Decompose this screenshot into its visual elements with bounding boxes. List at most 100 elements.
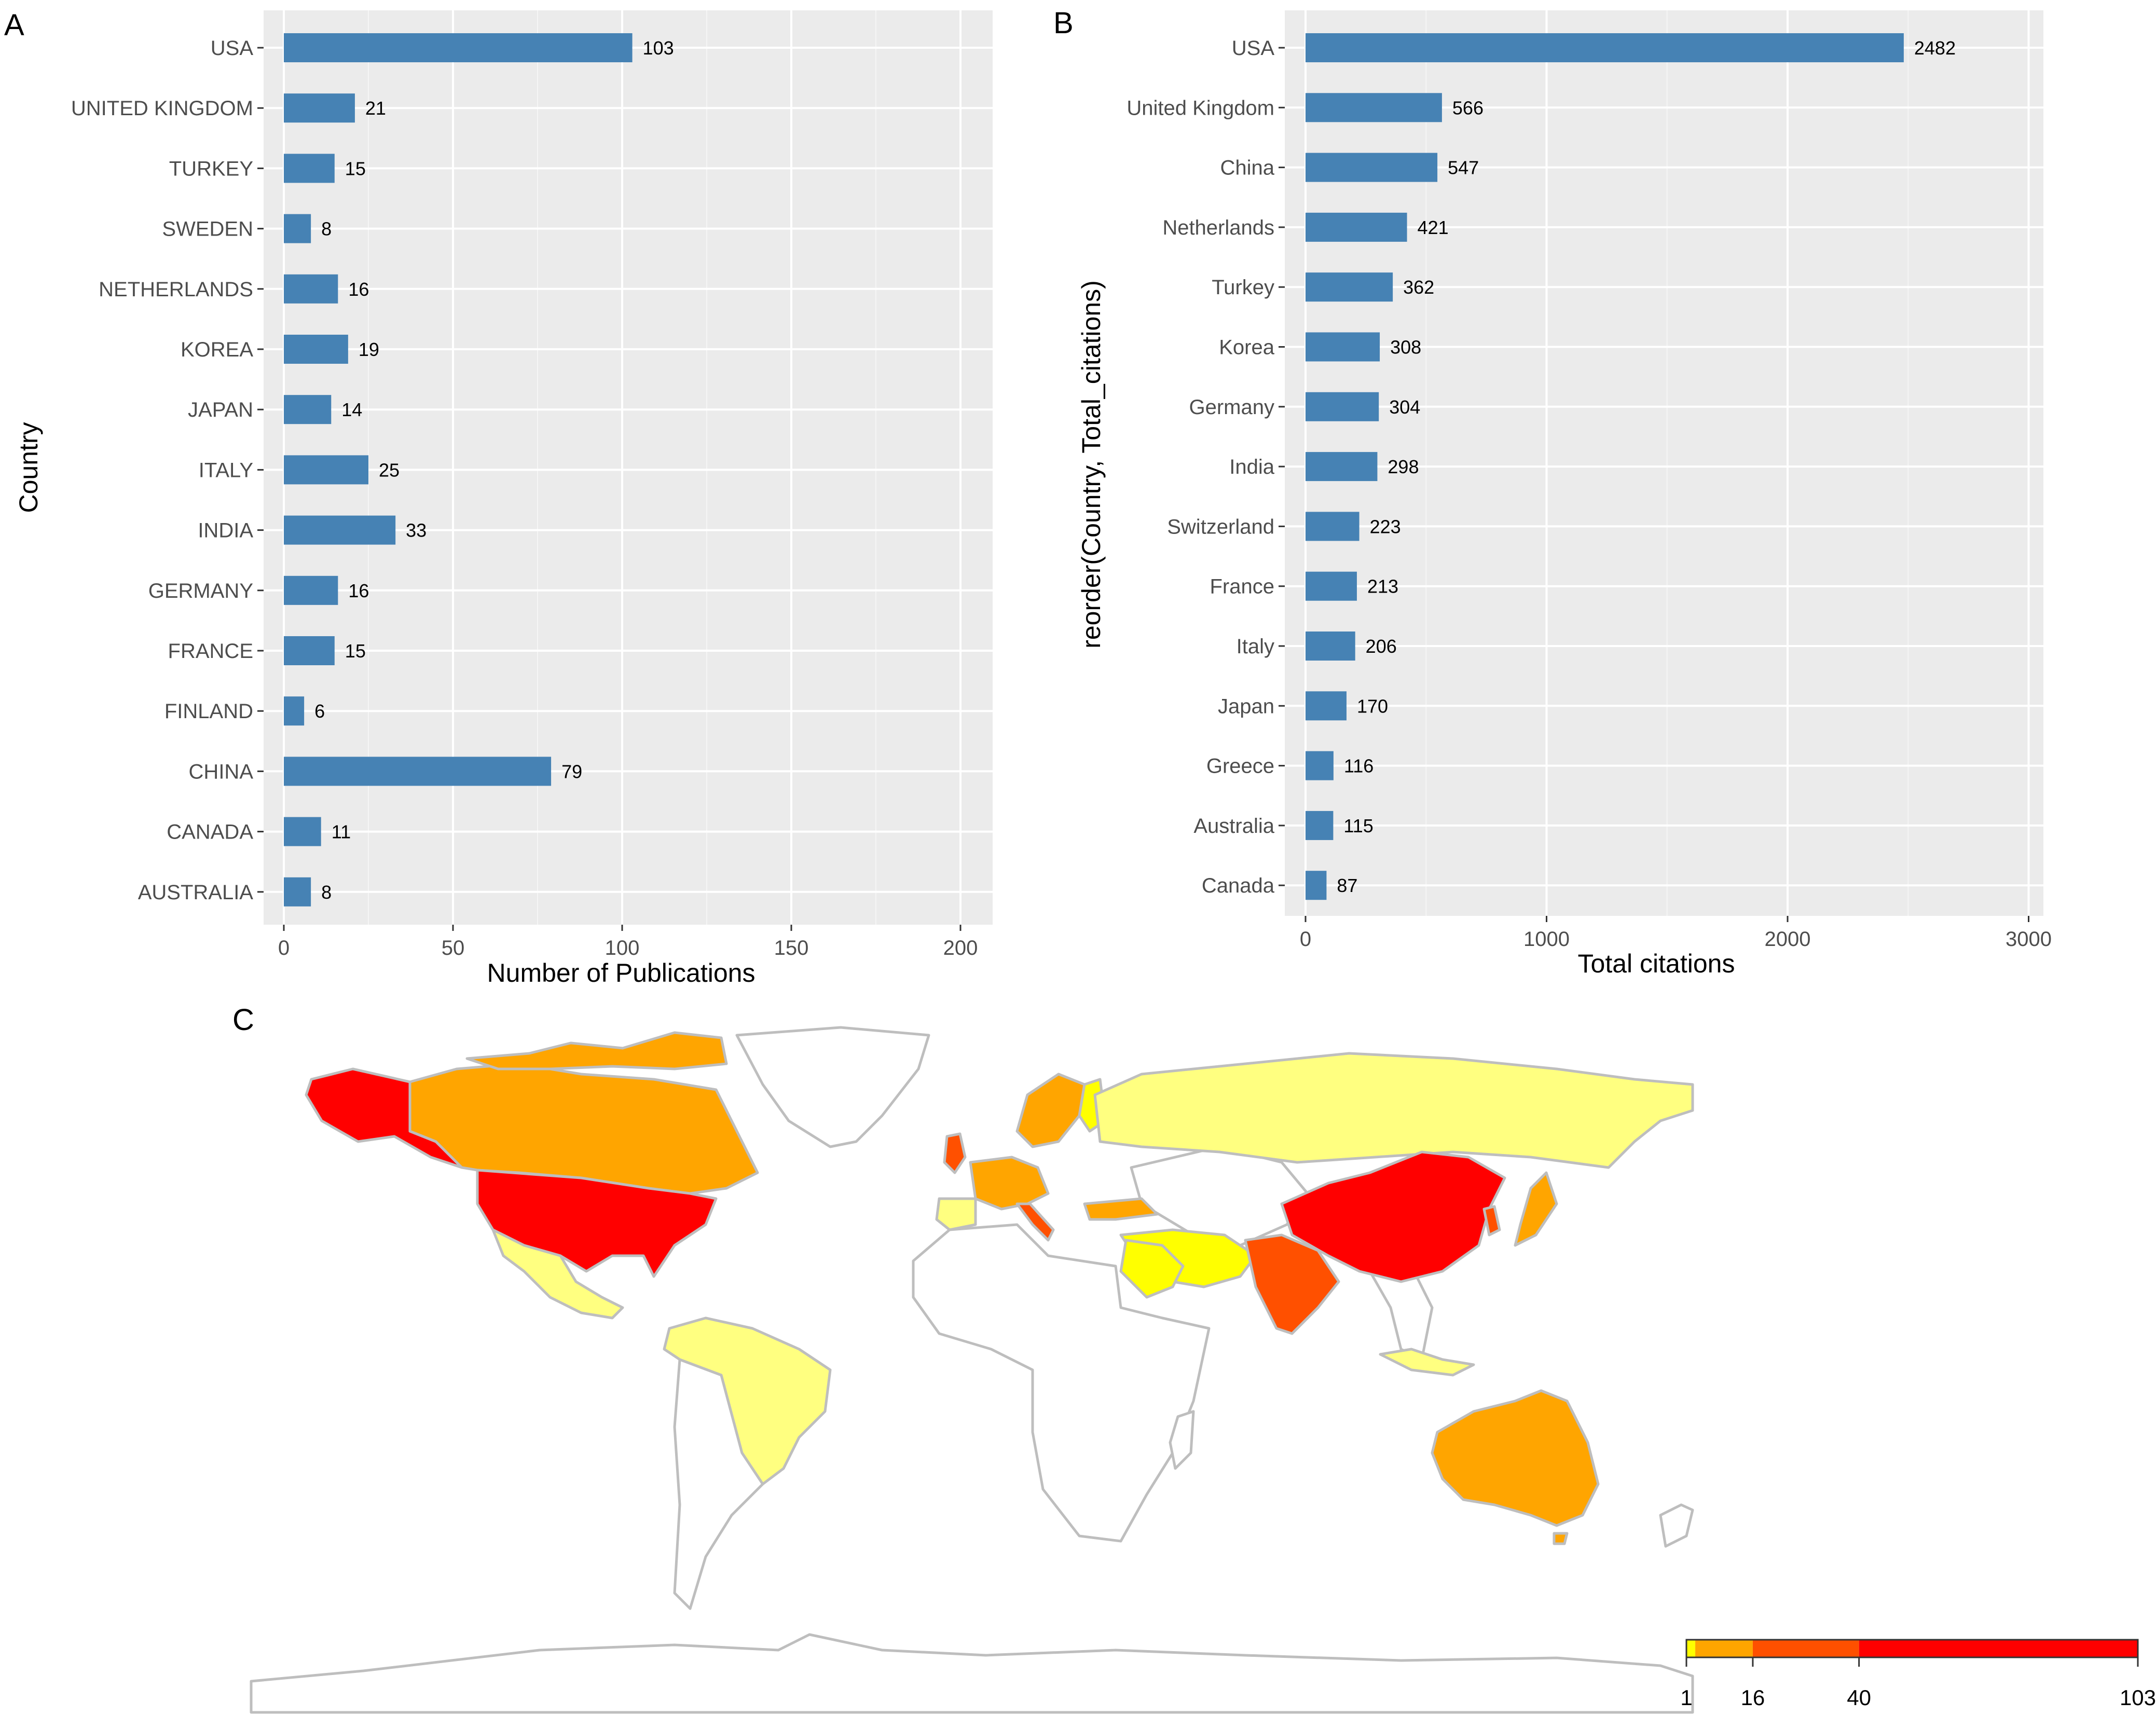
bar-france (284, 636, 335, 665)
bar-switzerland (1306, 512, 1359, 541)
y-tick-label-canada: CANADA (167, 821, 253, 844)
region-alaska (305, 1067, 463, 1169)
region-scandinavia (1015, 1073, 1086, 1148)
legend-bin-0 (1686, 1640, 1696, 1657)
data-label-usa: 2482 (1914, 37, 1956, 59)
legend-bin-2 (1752, 1640, 1859, 1657)
region-india (1244, 1233, 1340, 1335)
data-label-switzerland: 223 (1370, 516, 1401, 537)
bar-korea (1306, 332, 1380, 362)
chart-b-y-ticks: USA United Kingdom China Netherlands Turkey K… (1127, 37, 1285, 897)
y-tick-label-turkey: TURKEY (169, 157, 253, 180)
region-china (1280, 1150, 1506, 1283)
bar-japan (284, 395, 332, 424)
bar-australia (284, 877, 311, 907)
data-label-india: 33 (406, 520, 427, 541)
region-turkey (1083, 1197, 1159, 1221)
data-label-usa: 103 (643, 37, 674, 59)
x-tick-label-200: 200 (943, 937, 978, 959)
chart-a-y-ticks: USA UNITED KINGDOM TURKEY SWEDEN NETHERLANDS… (71, 37, 264, 904)
chart-a-data-labels: 103 21 15 8 16 19 14 25 33 16 15 6 79 11 8 (314, 37, 674, 903)
data-label-japan: 170 (1357, 695, 1388, 717)
bar-italy (1306, 632, 1355, 661)
region-africa (912, 1223, 1211, 1543)
chart-b-bars (1306, 33, 1904, 900)
panel-label-a: A (4, 8, 24, 42)
y-tick-label-switzerland: Switzerland (1167, 515, 1274, 538)
bar-sweden (284, 214, 311, 243)
bar-greece (1306, 751, 1334, 780)
bar-turkey (284, 154, 335, 183)
chart-c-legend: 1 16 40 103 (1680, 1639, 2156, 1710)
y-tick-label-usa: USA (211, 37, 254, 60)
y-tick-label-italy: Italy (1237, 635, 1274, 658)
bar-united-kingdom (284, 93, 355, 123)
region-indonesia (1379, 1348, 1475, 1377)
legend-ticks: 1 16 40 103 (1680, 1657, 2156, 1710)
data-label-germany: 16 (348, 580, 369, 601)
y-tick-label-india: INDIA (198, 519, 253, 542)
bar-united-kingdom (1306, 93, 1442, 122)
bar-germany (284, 575, 338, 605)
region-new-zealand (1659, 1503, 1694, 1548)
data-label-turkey: 15 (345, 158, 366, 179)
panel-label-b: B (1053, 6, 1074, 40)
region-madagascar (1169, 1410, 1195, 1470)
bar-korea (284, 335, 348, 364)
x-tick-label-100: 100 (605, 937, 640, 959)
data-label-sweden: 8 (321, 218, 332, 240)
bar-netherlands (1306, 212, 1407, 242)
bar-india (284, 515, 396, 545)
data-label-turkey: 362 (1403, 277, 1434, 298)
y-tick-label-finland: FINLAND (164, 700, 253, 723)
region-western-europe (969, 1156, 1050, 1211)
region-italy (1015, 1202, 1055, 1242)
region-greenland (735, 1026, 930, 1148)
data-label-japan: 14 (341, 399, 362, 420)
bar-india (1306, 452, 1378, 482)
bar-italy (284, 455, 368, 485)
chart-b-x-axis-title: Total citations (1578, 949, 1735, 978)
bar-canada (284, 817, 321, 846)
region-korea (1482, 1205, 1501, 1237)
legend-frame (1685, 1639, 2139, 1658)
data-label-germany: 304 (1389, 396, 1420, 418)
region-antarctica (250, 1633, 1694, 1714)
data-label-netherlands: 16 (348, 279, 369, 300)
legend-colorbar (1686, 1640, 2138, 1657)
y-tick-label-germany: Germany (1189, 396, 1275, 419)
y-tick-label-china: CHINA (189, 760, 254, 783)
bar-usa (284, 33, 633, 62)
data-label-netherlands: 421 (1418, 217, 1449, 238)
region-canada-islands (465, 1031, 728, 1070)
region-uk (943, 1132, 967, 1174)
legend-tick-label-1: 1 (1680, 1685, 1692, 1710)
data-label-greece: 116 (1344, 756, 1374, 777)
data-label-korea: 308 (1390, 337, 1421, 358)
legend-bin-1 (1695, 1640, 1753, 1657)
y-tick-label-italy: ITALY (199, 459, 253, 482)
chart-a-x-ticks: 0 50 100 150 200 (278, 925, 978, 959)
chart-a-y-axis-title: Country (14, 422, 43, 513)
bar-finland (284, 696, 305, 726)
region-japan (1514, 1171, 1558, 1247)
x-tick-label-3000: 3000 (2006, 928, 2052, 951)
data-label-italy: 206 (1366, 636, 1397, 657)
legend-tick-label-16: 16 (1741, 1685, 1765, 1710)
chart-c-world-map (250, 1026, 1694, 1714)
panel-label-c: C (232, 1003, 254, 1037)
y-tick-label-greece: Greece (1206, 755, 1274, 778)
data-label-india: 298 (1388, 456, 1419, 477)
bar-germany (1306, 392, 1379, 421)
chart-a-gridlines (264, 10, 993, 925)
bar-canada (1306, 871, 1327, 900)
y-tick-label-australia: AUSTRALIA (138, 881, 254, 904)
data-label-china: 79 (561, 761, 582, 782)
y-tick-label-france: France (1210, 575, 1275, 598)
chart-b-x-ticks: 0 1000 2000 3000 (1300, 916, 2052, 951)
legend-tick-label-103: 103 (2120, 1685, 2156, 1710)
data-label-australia: 115 (1343, 815, 1373, 836)
data-label-united-kingdom: 566 (1452, 97, 1484, 118)
region-iberia (935, 1197, 977, 1231)
